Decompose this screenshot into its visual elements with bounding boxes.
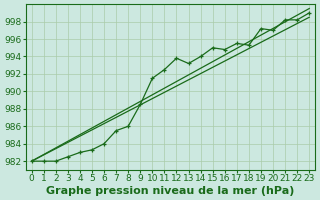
- X-axis label: Graphe pression niveau de la mer (hPa): Graphe pression niveau de la mer (hPa): [46, 186, 295, 196]
